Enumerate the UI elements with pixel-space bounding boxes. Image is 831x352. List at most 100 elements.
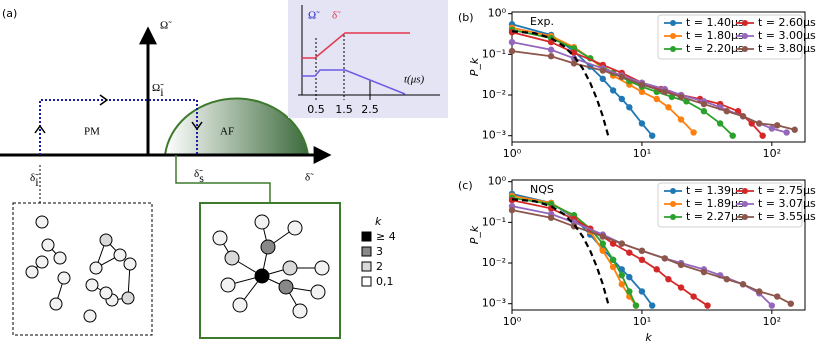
y-tick-label: 10⁻¹ (482, 47, 506, 60)
point (626, 104, 633, 111)
point (599, 75, 607, 83)
point (768, 125, 776, 132)
delta-i: δ̃i (30, 172, 39, 189)
x-tick-label: 10² (763, 147, 781, 160)
legend-dot (742, 188, 748, 194)
y-tick-label: 10⁻¹ (482, 215, 506, 228)
point (638, 81, 646, 88)
af-graph (212, 214, 330, 319)
legend-label: t = 1.39μs (686, 184, 744, 197)
legend-label: t = 1.80μs (686, 29, 744, 42)
plot-frame (511, 179, 806, 311)
legend-label: t = 2.75μs (758, 184, 816, 197)
legend-dot (742, 33, 748, 39)
legend-dot (670, 214, 676, 220)
path-arrows (34, 94, 203, 134)
point (716, 120, 724, 127)
legend-dot (670, 201, 676, 207)
y-tick-label: 10⁻² (482, 256, 506, 269)
point (638, 88, 646, 96)
y-tick-label: 10⁻² (482, 88, 506, 101)
sub: i (35, 175, 39, 189)
chart-label: Exp. (530, 15, 554, 28)
point (547, 53, 555, 60)
x-tick-label: 10⁰ (503, 147, 522, 160)
k-swatch (361, 246, 372, 257)
point (665, 104, 672, 111)
pm-graph-box (12, 202, 153, 336)
point (704, 302, 711, 309)
point (677, 284, 685, 291)
point (677, 93, 685, 101)
k-item: 3 (376, 245, 383, 258)
point (729, 132, 736, 139)
legend-label: t = 3.07μs (758, 197, 816, 210)
inset-omega (302, 69, 406, 95)
k-item: 2 (376, 260, 383, 273)
legend-dot (670, 188, 676, 194)
point (508, 38, 516, 46)
sym: δ̃ (194, 168, 203, 180)
point (748, 120, 755, 127)
point (665, 276, 672, 283)
legend-label: t = 1.89μs (686, 197, 744, 210)
point (618, 73, 625, 81)
point (609, 87, 617, 94)
af-graph-box (199, 202, 341, 339)
point (609, 240, 617, 247)
point (599, 233, 607, 240)
x-tick-label: 10² (763, 315, 781, 328)
pm-label: PM (84, 126, 100, 138)
point (609, 256, 617, 264)
reference-line (511, 30, 610, 136)
x-tick-label: 10⁰ (503, 315, 522, 328)
inset-tick: 0.5 (307, 103, 325, 116)
point (723, 108, 730, 115)
inset-tick: 2.5 (361, 103, 379, 116)
point (599, 247, 607, 254)
omega-label: Ω̃ (160, 20, 172, 32)
point (649, 132, 656, 139)
point (739, 113, 747, 120)
panel-label: (c) (458, 179, 473, 192)
point (723, 276, 730, 283)
inset-delta (302, 32, 410, 59)
point (632, 302, 640, 309)
point (618, 272, 625, 279)
point (756, 120, 763, 127)
pm-graph (25, 215, 137, 323)
point (787, 300, 795, 307)
point (690, 129, 697, 136)
legend-dot (670, 20, 676, 26)
point (783, 129, 790, 136)
y-label: P_k (468, 57, 481, 76)
omega-i: Ω̃i (152, 82, 164, 99)
inset-tick: 1.5 (335, 103, 353, 116)
point (739, 281, 747, 288)
point (700, 100, 708, 108)
point (570, 60, 578, 67)
point (653, 95, 660, 103)
point (649, 302, 656, 309)
connector (175, 155, 271, 203)
y-tick-label: 10⁰ (488, 175, 507, 188)
plot-frame (511, 11, 806, 143)
point (661, 88, 668, 96)
point (653, 266, 660, 273)
point (508, 47, 516, 55)
point (768, 302, 776, 309)
sym: δ̃ (30, 172, 39, 184)
point (599, 240, 607, 247)
af-label: AF (220, 126, 234, 138)
point (626, 273, 633, 281)
x-tick-label: 10¹ (633, 315, 651, 328)
point (661, 255, 668, 262)
point (774, 122, 781, 129)
point (638, 247, 646, 254)
point (609, 263, 617, 271)
point (638, 120, 646, 127)
legend-label: t = 1.40μs (686, 16, 744, 29)
x-tick-label: 10¹ (633, 147, 651, 160)
point (626, 288, 633, 295)
legend-label: t = 2.20μs (686, 42, 744, 55)
